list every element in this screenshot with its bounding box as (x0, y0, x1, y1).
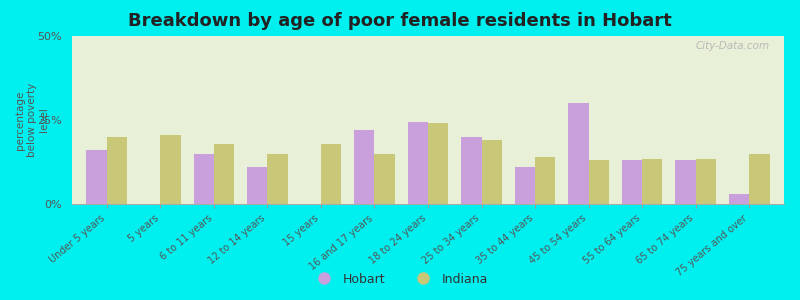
Bar (86, 150, 106, 204)
Bar (675, 160, 696, 204)
Y-axis label: percentage
below poverty
level: percentage below poverty level (15, 83, 49, 157)
Bar (589, 160, 609, 204)
Text: City-Data.com: City-Data.com (696, 41, 770, 51)
Bar (428, 123, 448, 204)
Bar (622, 160, 642, 204)
Bar (194, 154, 214, 204)
Bar (696, 159, 716, 204)
Bar (247, 167, 267, 204)
Bar (408, 122, 428, 204)
Bar (514, 167, 535, 204)
Bar (354, 130, 374, 204)
Bar (461, 137, 482, 204)
Bar (321, 143, 342, 204)
Bar (729, 194, 750, 204)
Bar (160, 135, 181, 204)
Bar (535, 157, 555, 204)
Bar (374, 154, 395, 204)
Bar (750, 154, 770, 204)
Bar (482, 140, 502, 204)
Text: Breakdown by age of poor female residents in Hobart: Breakdown by age of poor female resident… (128, 12, 672, 30)
Bar (267, 154, 288, 204)
Bar (214, 143, 234, 204)
Bar (568, 103, 589, 204)
Bar (106, 137, 127, 204)
Bar (642, 159, 662, 204)
Legend: Hobart, Indiana: Hobart, Indiana (306, 268, 494, 291)
